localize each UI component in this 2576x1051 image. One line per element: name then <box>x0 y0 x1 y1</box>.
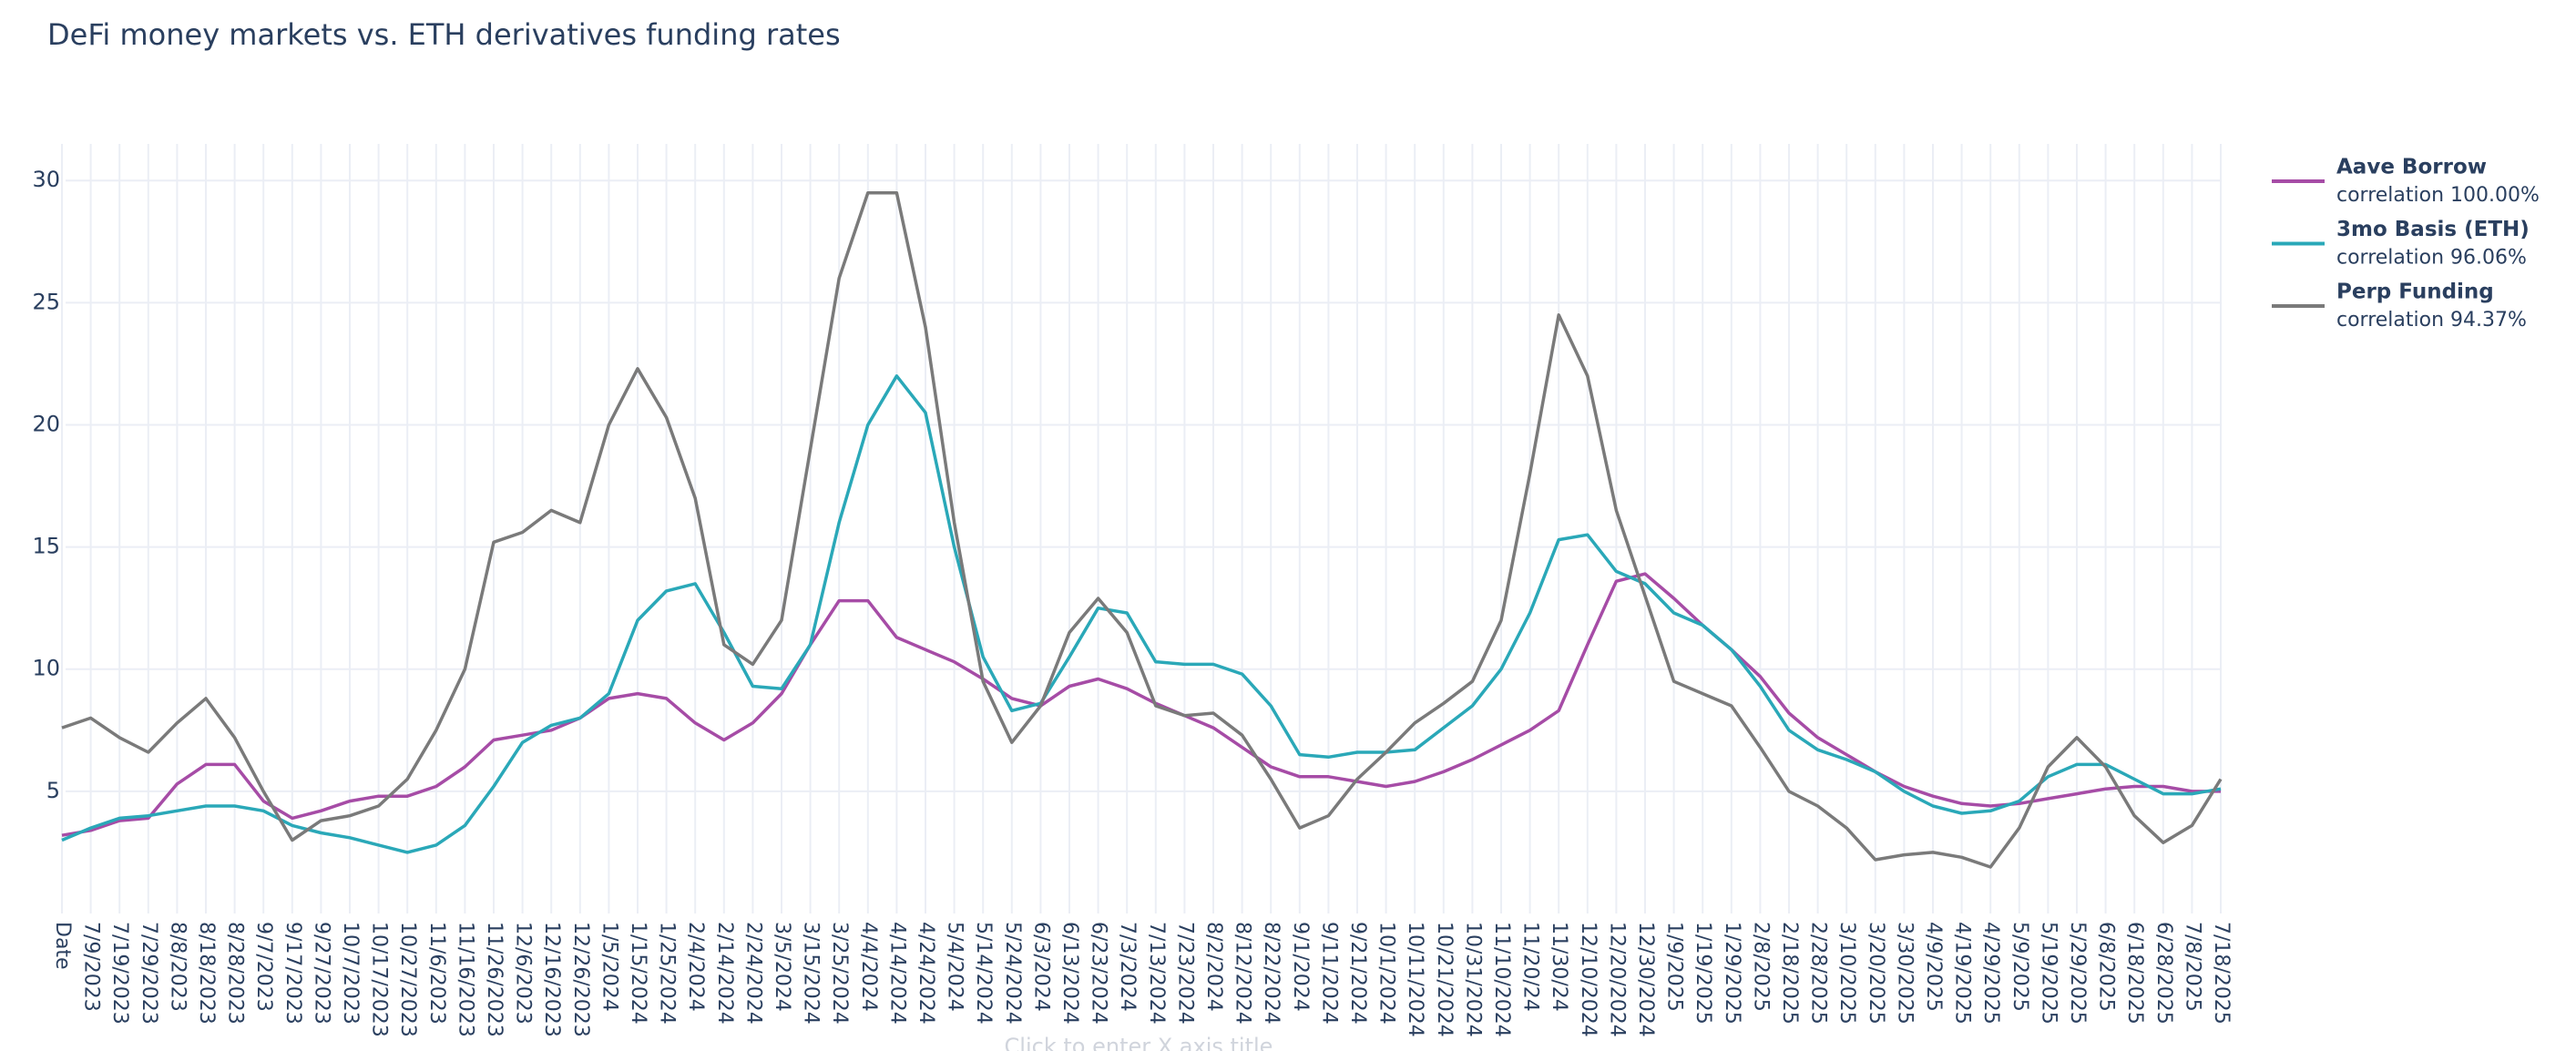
x-tick-label: 7/8/2025 <box>2181 922 2203 1012</box>
legend-note: correlation 100.00% <box>2336 184 2540 207</box>
x-tick-label: 3/30/2025 <box>1893 922 1916 1025</box>
x-tick-label: 2/28/2025 <box>1807 922 1830 1025</box>
y-tick-label: 5 <box>46 778 60 803</box>
x-tick-label: 12/6/2023 <box>512 922 535 1025</box>
x-tick-label: 12/20/2024 <box>1605 922 1628 1037</box>
series-line <box>61 190 2223 869</box>
x-tick-label: 8/22/2024 <box>1260 922 1283 1025</box>
x-tick-label: 10/21/2024 <box>1433 922 1456 1037</box>
x-tick-label: 10/7/2023 <box>339 922 362 1025</box>
x-tick-label: 6/28/2025 <box>2152 922 2175 1025</box>
x-tick-label: 7/3/2024 <box>1116 922 1139 1012</box>
x-tick-label: 7/18/2025 <box>2210 922 2233 1025</box>
x-tick-label: 3/20/2025 <box>1865 922 1887 1025</box>
x-tick-label: 5/14/2024 <box>972 922 995 1025</box>
x-tick-label: 8/28/2023 <box>224 922 247 1025</box>
x-tick-label: 11/10/2024 <box>1490 922 1513 1037</box>
x-tick-label: 12/16/2023 <box>540 922 563 1037</box>
y-tick-label: 20 <box>32 411 60 436</box>
y-tick-label: 10 <box>32 656 60 681</box>
legend-note: correlation 94.37% <box>2336 309 2527 332</box>
x-tick-label: 11/20/24 <box>1519 922 1542 1012</box>
x-tick-label: 5/19/2025 <box>2037 922 2060 1025</box>
y-tick-label: 30 <box>32 167 60 192</box>
x-tick-label: 12/30/2024 <box>1634 922 1657 1037</box>
x-tick-label: 6/18/2025 <box>2123 922 2146 1025</box>
x-tick-label: 6/23/2024 <box>1088 922 1110 1025</box>
legend-label: 3mo Basis (ETH) <box>2336 218 2530 241</box>
x-tick-label: 1/15/2024 <box>627 922 649 1025</box>
x-tick-label: 10/17/2023 <box>368 922 391 1037</box>
x-tick-label: 1/25/2024 <box>656 922 679 1025</box>
y-tick-label: 15 <box>32 534 60 559</box>
x-tick-label: 10/11/2024 <box>1404 922 1426 1037</box>
legend-label: Perp Funding <box>2336 281 2494 304</box>
legend-note: correlation 96.06% <box>2336 247 2527 270</box>
x-tick-label: 2/8/2025 <box>1749 922 1772 1012</box>
chart-title: DeFi money markets vs. ETH derivatives f… <box>47 17 841 52</box>
x-tick-label: 1/9/2025 <box>1663 922 1686 1012</box>
x-tick-label: 8/18/2023 <box>195 922 218 1025</box>
x-tick-label: 5/24/2024 <box>1001 922 1024 1025</box>
x-tick-label: 2/18/2025 <box>1778 922 1801 1025</box>
x-tick-label: 4/9/2025 <box>1922 922 1945 1012</box>
x-tick-label: 2/4/2024 <box>684 922 707 1012</box>
x-tick-label: 3/10/2025 <box>1835 922 1858 1025</box>
x-tick-label: 8/8/2023 <box>166 922 189 1012</box>
x-tick-label: 4/24/2024 <box>915 922 937 1025</box>
x-tick-label: 8/12/2024 <box>1232 922 1254 1025</box>
x-tick-label: 12/26/2023 <box>569 922 592 1037</box>
x-tick-label: 7/19/2023 <box>108 922 131 1025</box>
x-tick-label: 4/4/2024 <box>857 922 880 1012</box>
x-tick-label: 5/29/2025 <box>2066 922 2089 1025</box>
x-tick-label: 1/29/2025 <box>1721 922 1743 1025</box>
x-tick-label: 7/23/2024 <box>1173 922 1196 1025</box>
x-tick-label: 6/13/2024 <box>1058 922 1081 1025</box>
y-tick-label: 25 <box>32 289 60 314</box>
x-tick-label: 9/7/2023 <box>252 922 275 1012</box>
x-tick-label: 10/1/2024 <box>1375 922 1398 1025</box>
x-tick-label: 9/17/2023 <box>281 922 304 1025</box>
x-tick-label: 1/5/2024 <box>598 922 620 1012</box>
x-tick-label: 2/14/2024 <box>713 922 736 1025</box>
x-tick-label: 6/3/2024 <box>1029 922 1052 1012</box>
x-tick-label: 4/29/2025 <box>1979 922 2002 1025</box>
x-tick-label: 9/27/2023 <box>310 922 332 1025</box>
x-tick-label: 7/9/2023 <box>80 922 103 1012</box>
x-tick-label: 8/2/2024 <box>1202 922 1225 1012</box>
x-tick-label: 5/4/2024 <box>944 922 966 1012</box>
legend-label: Aave Borrow <box>2336 156 2487 179</box>
x-tick-label: 4/19/2025 <box>1951 922 1974 1025</box>
x-tick-label: 4/14/2024 <box>885 922 908 1025</box>
x-tick-label: 9/1/2024 <box>1289 922 1312 1012</box>
series-line <box>61 374 2222 854</box>
x-tick-label: 9/11/2024 <box>1317 922 1340 1025</box>
x-tick-label: 10/27/2023 <box>396 922 419 1037</box>
x-tick-label: 9/21/2024 <box>1346 922 1369 1025</box>
x-tick-label: 11/6/2023 <box>425 922 448 1025</box>
x-tick-label: 1/19/2025 <box>1692 922 1714 1025</box>
x-tick-label: 6/8/2025 <box>2095 922 2118 1012</box>
series-line <box>61 572 2221 837</box>
x-tick-label: 11/30/24 <box>1548 922 1570 1012</box>
x-tick-label: 7/13/2024 <box>1145 922 1168 1025</box>
x-tick-label: Date <box>51 922 74 970</box>
x-tick-label: 3/5/2024 <box>771 922 793 1012</box>
x-tick-label: 3/25/2024 <box>828 922 851 1025</box>
x-tick-label: 11/16/2023 <box>454 922 476 1037</box>
x-tick-label: 2/24/2024 <box>741 922 764 1025</box>
x-tick-label: 3/15/2024 <box>800 922 823 1025</box>
x-tick-label: 12/10/2024 <box>1577 922 1600 1037</box>
x-tick-label: 10/31/2024 <box>1461 922 1484 1037</box>
x-axis-title[interactable]: Click to enter X axis title <box>1005 1034 1273 1051</box>
x-tick-label: 7/29/2023 <box>138 922 160 1025</box>
x-tick-label: 5/9/2025 <box>2009 922 2031 1012</box>
x-tick-label: 11/26/2023 <box>483 922 506 1037</box>
